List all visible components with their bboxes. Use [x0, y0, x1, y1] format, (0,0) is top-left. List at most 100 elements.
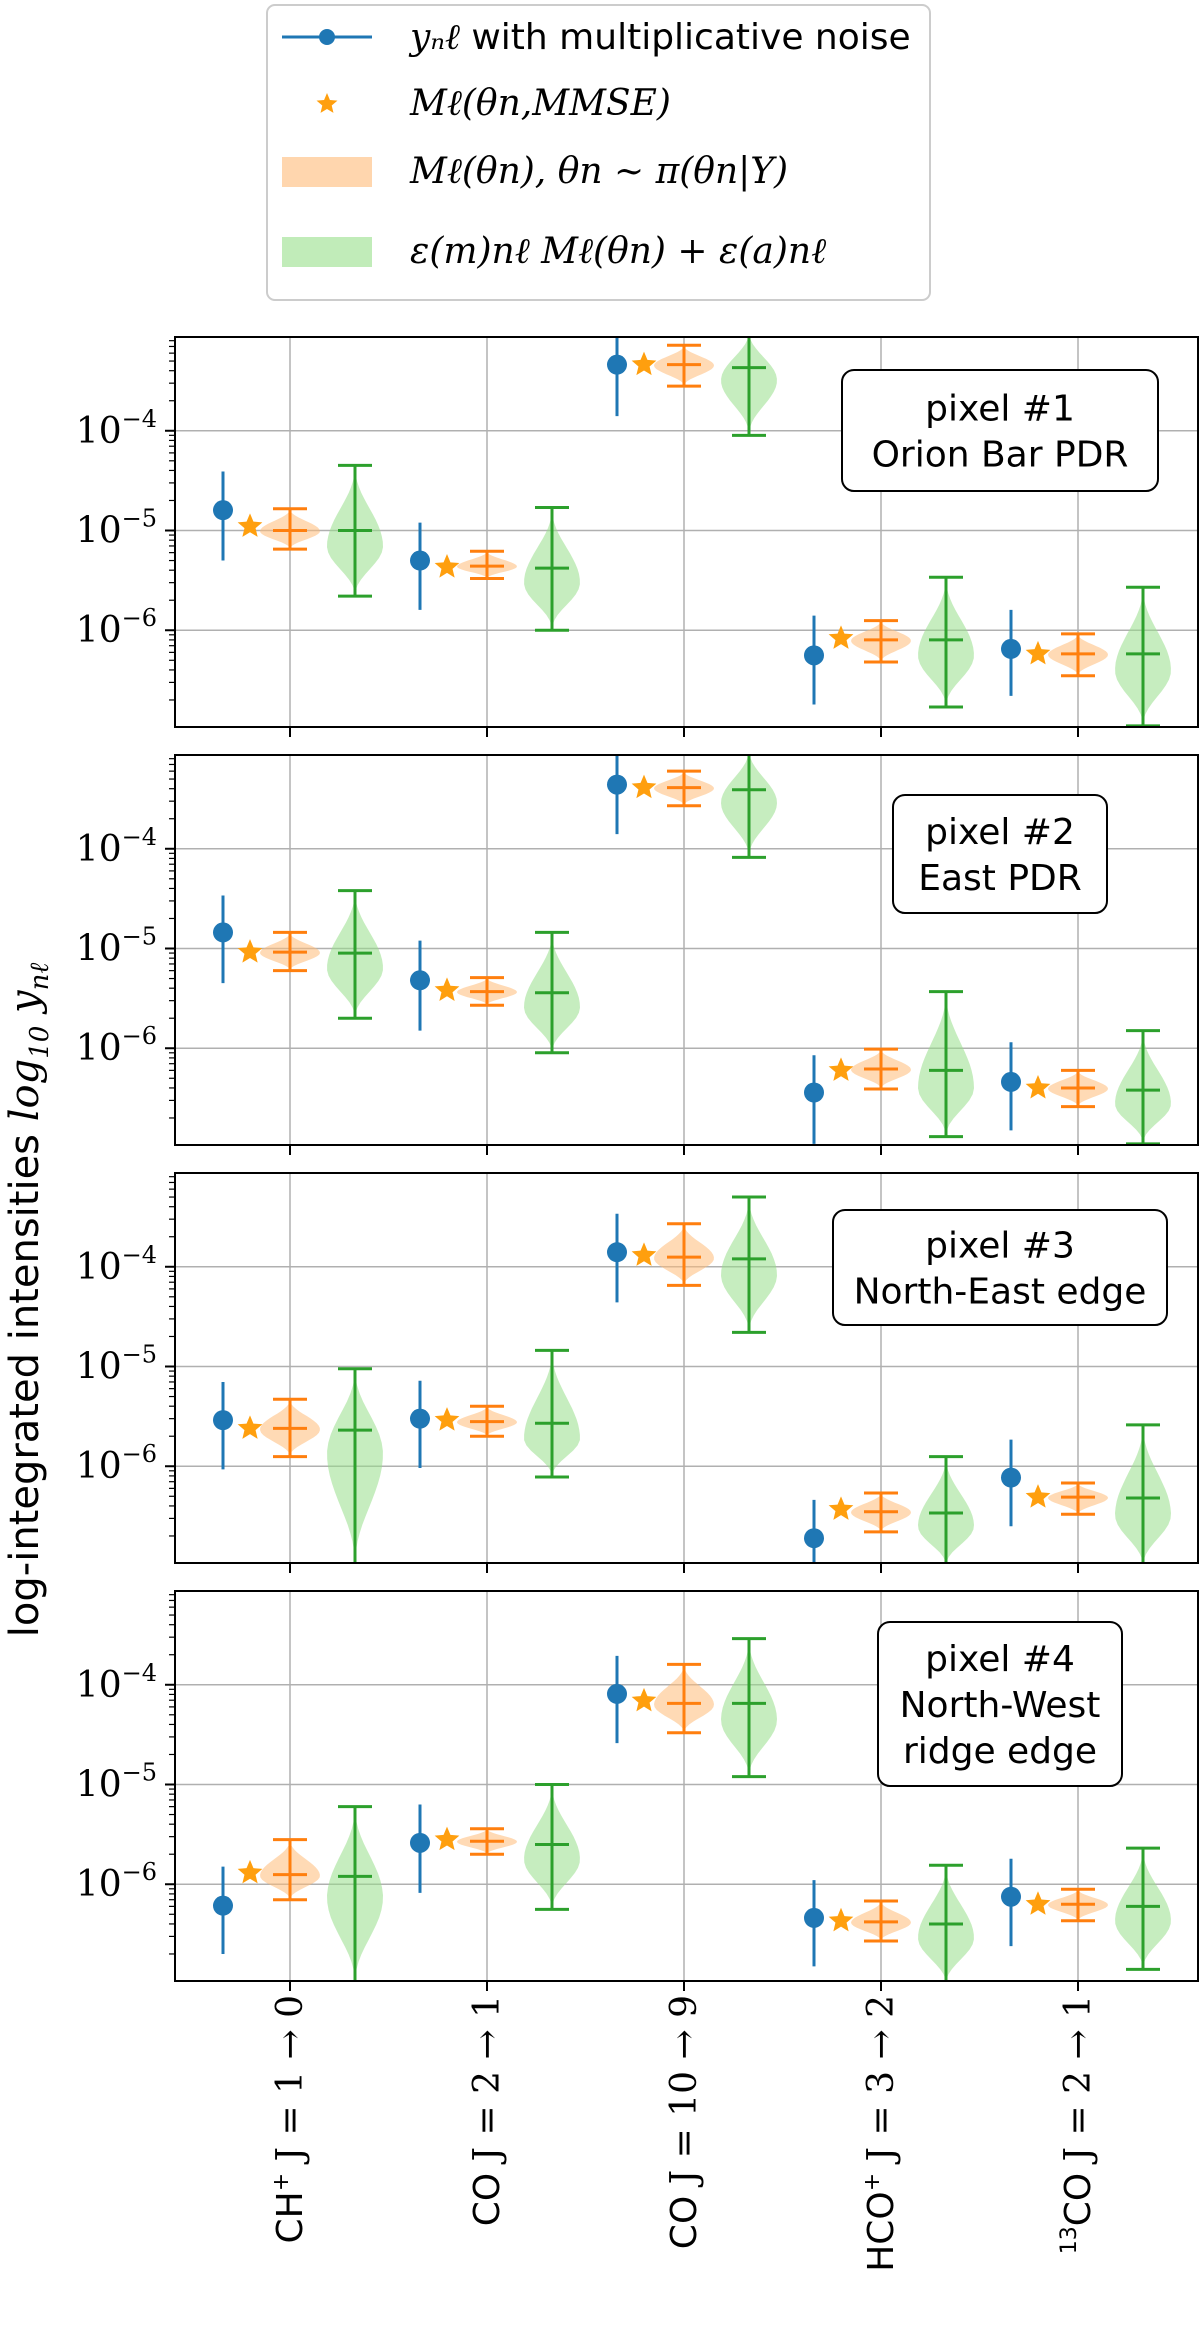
y-tick-label: 10−5 — [76, 1341, 157, 1388]
panel-label-line: pixel #1 — [925, 389, 1075, 430]
observation-point — [804, 1082, 824, 1103]
legend-mmse-star — [316, 93, 338, 113]
y-tick-label: 10−6 — [76, 1858, 157, 1905]
x-category-text: CO J = 2 → 1 — [467, 1995, 508, 2226]
y-tick-label: 10−4 — [76, 1659, 157, 1706]
y-tick-label: 10−4 — [76, 405, 157, 452]
x-category-labels: CH+ J = 1 → 0 CO J = 2 → 1 CO J = 10 → 9 HC… — [269, 1995, 1099, 2272]
panel-label-line: North-East edge — [854, 1272, 1147, 1313]
observation-point — [607, 1242, 627, 1263]
mmse-star — [237, 1415, 263, 1439]
panel-frame — [174, 754, 1199, 1146]
legend-frame — [266, 4, 931, 301]
panel-data — [213, 1637, 1171, 1981]
y-tick-label: 10−6 — [76, 604, 157, 651]
x-category-label: CO J = 2 → 1 — [467, 1995, 508, 2226]
panel-1: 10−4 10−5 10−6 pixel #1 Orion Bar PDR — [76, 336, 1199, 737]
panel-label-line: pixel #2 — [925, 812, 1075, 853]
panel-label-frame — [841, 369, 1159, 492]
panel-label-box: pixel #4 North-West ridge edge — [877, 1621, 1123, 1787]
legend-model-label: Mℓ(θn), θn ∼ π(θn|Y) — [409, 151, 788, 192]
observation-point — [804, 1528, 824, 1549]
panel-label-frame — [877, 1621, 1123, 1787]
legend-entry-noisy: ε(m)nℓ Mℓ(θn) + ε(a)nℓ — [282, 231, 826, 272]
legend-noisy-swatch — [282, 237, 372, 267]
panel-label-box: pixel #3 North-East edge — [832, 1209, 1168, 1326]
mmse-star — [237, 939, 263, 963]
panel-frame — [174, 336, 1199, 728]
mmse-star — [434, 1826, 460, 1851]
panel-3: 10−4 10−5 10−6 pixel #3 North-East edge — [76, 1172, 1199, 1573]
mmse-star — [828, 1496, 854, 1520]
legend: yₙℓ with multiplicative noise Mℓ(θn,MMSE… — [266, 4, 931, 301]
mmse-star — [631, 1242, 657, 1266]
observation-point — [1001, 638, 1021, 659]
x-category-label: CH+ J = 1 → 0 — [269, 1995, 311, 2243]
y-axis-label: log-integrated intensities log10 ynℓ — [2, 963, 55, 1638]
panel-label-frame — [892, 794, 1108, 914]
mmse-star — [237, 513, 263, 537]
observation-point — [410, 970, 430, 991]
y-tick-label: 10−6 — [76, 1022, 157, 1069]
panel-data — [213, 337, 1171, 727]
observation-point — [1001, 1886, 1021, 1907]
x-category-text: CH+ J = 1 → 0 — [269, 1995, 311, 2243]
observation-point — [607, 1683, 627, 1704]
legend-entry-model: Mℓ(θn), θn ∼ π(θn|Y) — [282, 151, 788, 192]
mmse-star — [1025, 1484, 1051, 1508]
legend-noisy-label: ε(m)nℓ Mℓ(θn) + ε(a)nℓ — [410, 231, 826, 272]
mmse-star — [631, 1687, 657, 1712]
panel-data — [213, 755, 1171, 1145]
panel-label-frame — [832, 1209, 1168, 1326]
panel-label-line: ridge edge — [903, 1731, 1097, 1772]
panel-frame — [174, 1172, 1199, 1564]
y-tick-label: 10−4 — [76, 823, 157, 870]
observation-point — [1001, 1467, 1021, 1488]
legend-entry-mmse: Mℓ(θn,MMSE) — [316, 83, 671, 124]
observation-point — [607, 774, 627, 795]
mmse-star — [828, 1057, 854, 1081]
y-tick-label: 10−6 — [76, 1440, 157, 1487]
mmse-star — [631, 351, 657, 376]
legend-entry-observation: yₙℓ with multiplicative noise — [282, 17, 911, 58]
observation-point — [213, 922, 233, 943]
x-category-text: CO J = 10 → 9 — [664, 1995, 705, 2249]
y-axis-label-text: log-integrated intensities log10 ynℓ — [2, 963, 55, 1638]
panel-2: 10−4 10−5 10−6 pixel #2 East PDR — [76, 754, 1199, 1155]
observation-point — [213, 1410, 233, 1431]
y-tick-label: 10−5 — [76, 923, 157, 970]
legend-observation-label: yₙℓ with multiplicative noise — [408, 17, 911, 58]
observation-point — [213, 500, 233, 521]
observation-point — [607, 354, 627, 375]
mmse-star — [1025, 1891, 1051, 1915]
panel-label-line: East PDR — [918, 858, 1082, 899]
mmse-star — [1025, 1074, 1051, 1099]
observation-point — [410, 550, 430, 571]
mmse-star — [828, 625, 854, 649]
observation-point — [804, 1907, 824, 1928]
mmse-star — [434, 1407, 460, 1431]
x-category-text: 13CO J = 2 → 1 — [1057, 1995, 1099, 2254]
panel-label-box: pixel #2 East PDR — [892, 794, 1108, 914]
panel-label-line: North-West — [900, 1685, 1101, 1726]
panel-data — [213, 1195, 1171, 1563]
legend-mmse-label: Mℓ(θn,MMSE) — [409, 83, 671, 124]
x-category-label: CO J = 10 → 9 — [664, 1995, 705, 2249]
mmse-star — [1025, 640, 1051, 665]
mmse-star — [237, 1859, 263, 1884]
panel-label-line: pixel #3 — [925, 1226, 1075, 1267]
x-category-label: 13CO J = 2 → 1 — [1057, 1995, 1099, 2254]
mmse-star — [631, 774, 657, 799]
panel-label-line: Orion Bar PDR — [872, 435, 1129, 476]
observation-point — [410, 1832, 430, 1853]
mmse-star — [434, 977, 460, 1001]
observation-point — [213, 1895, 233, 1916]
legend-model-swatch — [282, 157, 372, 187]
observation-point — [410, 1408, 430, 1429]
x-category-text: HCO+ J = 3 → 2 — [860, 1995, 902, 2272]
observation-point — [804, 645, 824, 666]
legend-observation-marker — [319, 29, 335, 45]
observation-point — [1001, 1071, 1021, 1092]
